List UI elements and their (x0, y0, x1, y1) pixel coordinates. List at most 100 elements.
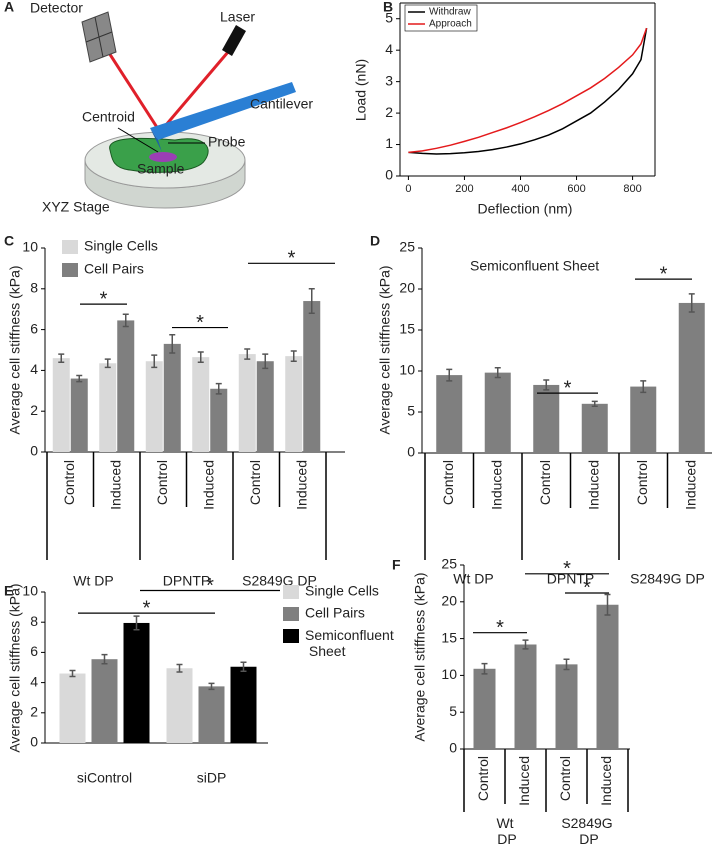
y-axis-label: Average cell stiffness (kPa) (7, 265, 23, 434)
group-label: DPNTP (163, 573, 210, 589)
significance-star: * (100, 288, 108, 310)
x-tick-label: siDP (197, 770, 227, 786)
legend-label: Withdraw (429, 7, 471, 18)
bar (123, 622, 150, 743)
bar (256, 361, 274, 452)
centroid-spot (149, 152, 177, 162)
x-tick-label: Induced (585, 460, 601, 510)
bar (91, 659, 118, 743)
group-label: Wt DP (493, 815, 516, 846)
group-label: S2849G DP (242, 573, 317, 589)
y-tick-label: 6 (30, 643, 38, 659)
panel-letter: B (383, 0, 393, 15)
x-tick-label: Induced (516, 756, 532, 806)
panel-letter: E (4, 583, 13, 599)
bar (285, 356, 303, 452)
significance-star: * (143, 597, 151, 619)
bar (484, 372, 511, 453)
legend-swatch (283, 585, 299, 599)
error-bar (494, 366, 501, 379)
x-tick-label: 800 (623, 183, 641, 195)
diagram-label: Sample (137, 161, 185, 177)
legend-label: Single Cells (305, 583, 379, 599)
group-label: S2849G DP (561, 815, 612, 846)
diagram-label: Cantilever (250, 96, 313, 112)
subtitle: Semiconfluent Sheet (470, 258, 599, 274)
error-bar (176, 663, 183, 673)
group-label: DPNTP (547, 571, 594, 587)
x-tick-label: Control (440, 460, 456, 505)
error-bar (591, 400, 598, 408)
legend-label: Single Cells (84, 238, 158, 254)
diagram-label: Detector (30, 0, 83, 16)
bar (514, 644, 537, 749)
group-label: Wt DP (453, 571, 493, 587)
laser (222, 25, 246, 56)
bar (145, 361, 163, 452)
error-bar (688, 293, 695, 313)
legend-swatch (283, 629, 299, 643)
x-tick-label: 200 (455, 183, 473, 195)
y-tick-label: 4 (385, 41, 393, 57)
significance-star: * (288, 248, 296, 270)
x-tick-label: Control (154, 460, 170, 505)
legend-label: Approach (429, 19, 472, 30)
y-tick-label: 2 (385, 104, 393, 120)
y-tick-label: 10 (441, 666, 457, 682)
error-bar (244, 348, 251, 360)
y-tick-label: 0 (449, 740, 457, 756)
line-series (408, 27, 648, 154)
error-bar (101, 653, 108, 665)
bar (533, 384, 560, 453)
y-tick-label: 0 (407, 444, 415, 460)
x-tick-label: Control (537, 460, 553, 505)
error-bar (290, 350, 297, 362)
y-tick-label: 20 (399, 280, 415, 296)
y-tick-label: 10 (399, 362, 415, 378)
y-tick-label: 2 (30, 704, 38, 720)
x-tick-label: Control (475, 756, 491, 801)
error-bar (69, 669, 76, 678)
panel-letter: F (392, 557, 401, 573)
bar (210, 388, 228, 452)
bar (630, 386, 657, 453)
y-tick-label: 20 (441, 593, 457, 609)
panel-letter: A (4, 0, 14, 15)
y-tick-label: 0 (30, 734, 38, 750)
significance-star: * (583, 577, 591, 599)
incident-beam (158, 51, 230, 133)
bar (436, 375, 463, 453)
significance-star: * (660, 263, 668, 285)
error-bar (240, 661, 247, 673)
error-bar (122, 313, 129, 328)
diagram-label: Laser (220, 9, 255, 25)
y-axis-label: Average cell stiffness (kPa) (412, 572, 428, 741)
bar (230, 666, 257, 743)
error-bar (58, 353, 65, 363)
legend-box (404, 4, 478, 32)
x-tick-label: Induced (488, 460, 504, 510)
panel-letter: D (370, 233, 380, 249)
legend-swatch (62, 263, 78, 277)
y-tick-label: 15 (441, 629, 457, 645)
error-bar (151, 354, 158, 369)
group-label: Wt DP (73, 573, 113, 589)
error-bar (169, 333, 176, 354)
x-tick-label: Control (634, 460, 650, 505)
pointer (117, 127, 159, 153)
bar (52, 358, 70, 452)
bar (198, 686, 225, 743)
y-tick-label: 10 (22, 239, 38, 255)
bar (59, 673, 86, 743)
y-tick-label: 8 (30, 613, 38, 629)
bar (238, 354, 256, 452)
x-tick-label: Control (61, 460, 77, 505)
y-tick-label: 6 (30, 320, 38, 336)
y-tick-label: 4 (30, 673, 38, 689)
error-bar (76, 374, 83, 383)
significance-star: * (563, 558, 571, 580)
group-label: S2849G DP (630, 571, 705, 587)
legend-label: Semiconfluent Sheet (305, 627, 394, 659)
y-tick-label: 0 (30, 443, 38, 459)
